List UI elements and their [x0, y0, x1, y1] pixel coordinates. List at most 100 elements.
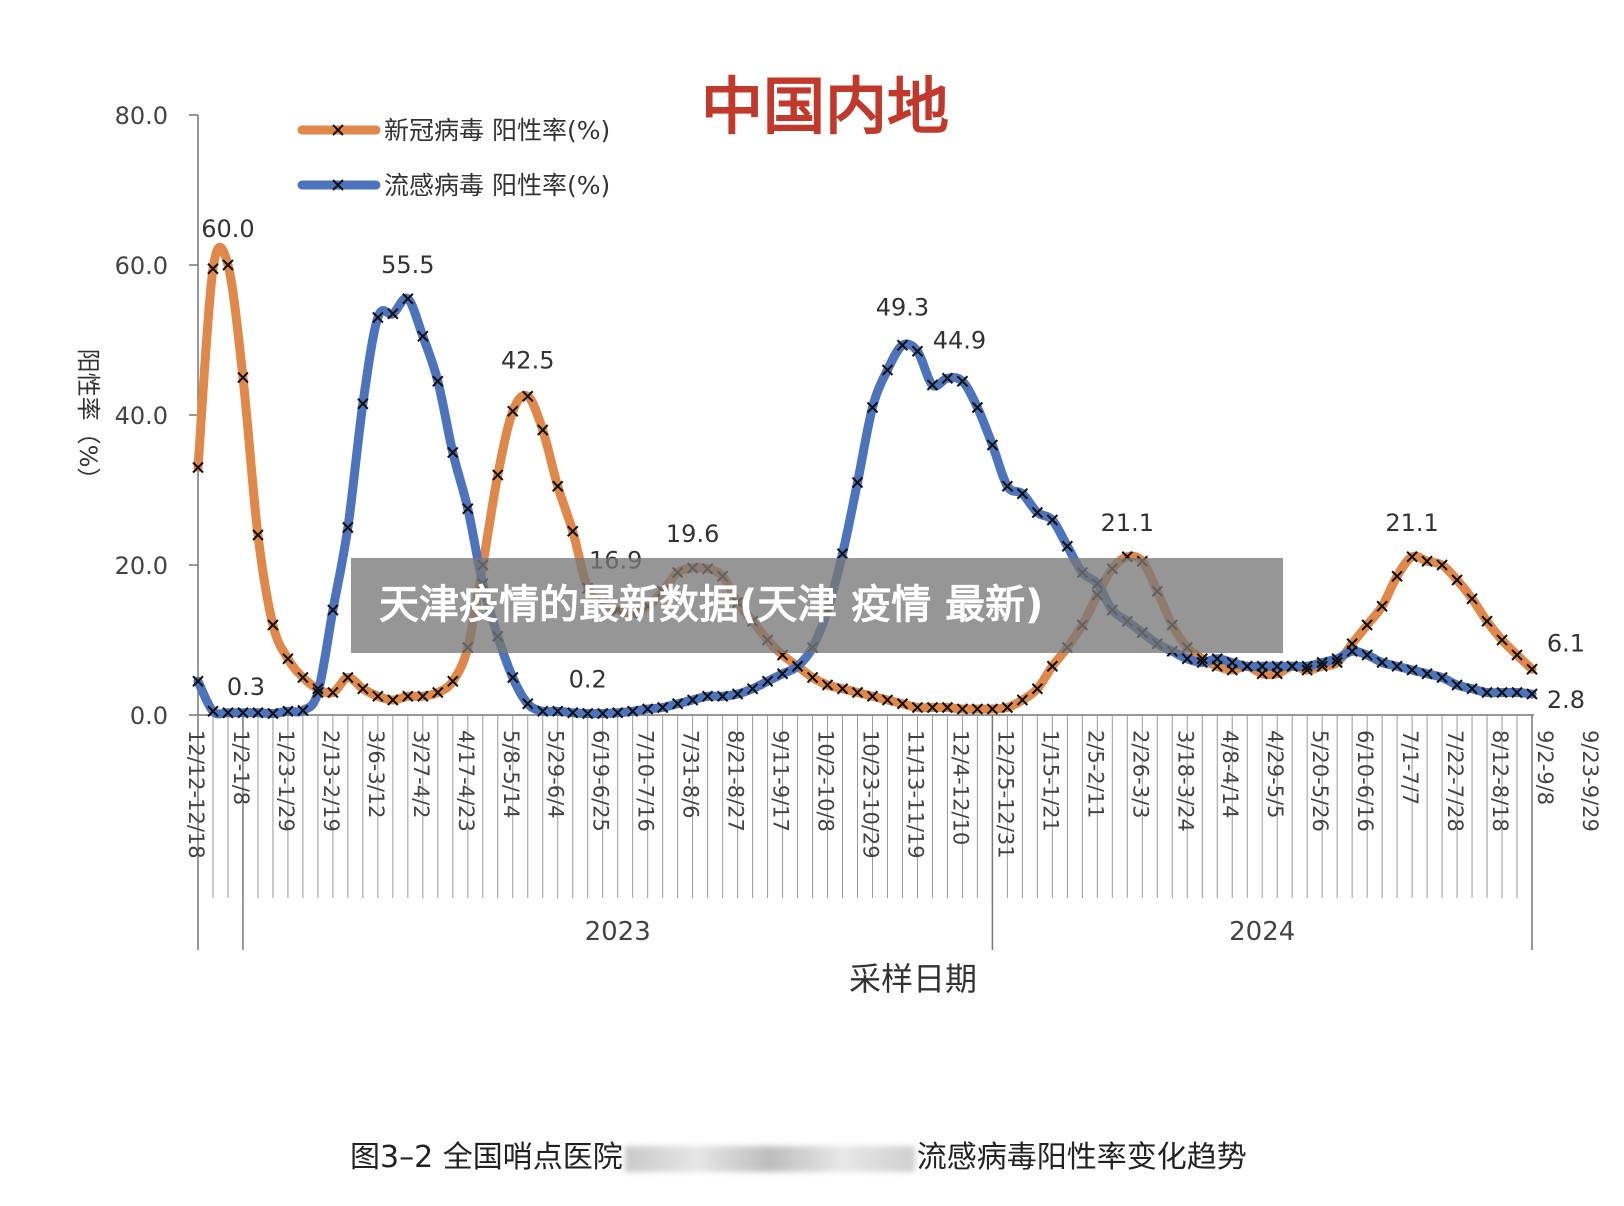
data-point-marker [252, 529, 264, 541]
data-label: 21.1 [1101, 509, 1154, 537]
data-point-marker [596, 707, 609, 720]
data-point-marker [1466, 683, 1478, 695]
y-tick-label: 80.0 [115, 102, 168, 130]
data-point-marker [282, 705, 294, 717]
data-point-marker [1451, 574, 1463, 586]
data-point-marker [1526, 663, 1538, 675]
data-point-marker [417, 330, 429, 342]
data-point-marker [1001, 701, 1014, 714]
data-point-marker [522, 698, 534, 710]
data-point-marker [1181, 653, 1193, 665]
data-point-marker [896, 698, 909, 710]
data-point-marker [986, 703, 999, 715]
data-point-marker [941, 372, 954, 384]
caption-suffix: 流感病毒阳性率变化趋势 [916, 1140, 1247, 1175]
data-label: 19.6 [666, 520, 719, 548]
data-point-marker [1391, 660, 1403, 672]
data-point-marker [866, 401, 879, 414]
data-point-marker [971, 703, 984, 715]
data-point-marker [207, 705, 219, 717]
data-point-marker [956, 703, 969, 715]
data-point-marker [342, 671, 354, 684]
data-point-marker [656, 701, 669, 714]
data-point-marker [776, 668, 789, 680]
data-point-marker [282, 653, 294, 665]
data-point-marker [357, 398, 369, 410]
data-point-marker [731, 688, 744, 700]
data-point-marker [1361, 619, 1373, 631]
x-tick-label: 4/8-4/14 [1218, 730, 1242, 819]
data-point-marker [267, 619, 279, 631]
x-tick-label: 11/13-11/19 [903, 730, 927, 859]
data-point-marker [447, 446, 459, 459]
data-point-marker [522, 390, 534, 402]
data-point-marker [1331, 656, 1343, 669]
data-point-marker [896, 339, 909, 351]
x-tick-label: 5/8-5/14 [499, 730, 523, 819]
x-axis-label: 采样日期 [849, 960, 977, 998]
x-tick-label: 8/12-8/18 [1488, 730, 1512, 832]
data-label: 6.1 [1547, 629, 1585, 657]
x-tick-label: 5/29-6/4 [544, 730, 568, 819]
data-point-marker [237, 707, 249, 719]
data-point-marker [1256, 660, 1268, 672]
data-point-marker [1436, 559, 1448, 571]
data-point-marker [1301, 664, 1313, 676]
data-point-marker [986, 439, 999, 451]
data-point-marker [881, 364, 894, 376]
x-tick-label: 12/12-12/18 [184, 730, 208, 859]
data-label: 44.9 [933, 326, 986, 354]
x-tick-label: 2/26-3/3 [1128, 730, 1152, 819]
x-tick-label: 7/10-7/16 [634, 730, 658, 832]
data-point-marker [716, 690, 729, 702]
x-tick-label: 9/2-9/8 [1533, 730, 1557, 805]
data-point-marker [462, 503, 474, 515]
data-point-marker [671, 698, 684, 710]
data-label: 60.0 [201, 215, 254, 243]
data-point-marker [1376, 600, 1388, 612]
x-tick-label: 7/31-8/6 [679, 730, 703, 819]
data-point-marker [836, 683, 849, 695]
data-point-marker [252, 707, 264, 719]
legend-label: 流感病毒 阳性率(%) [384, 171, 610, 200]
data-point-marker [851, 476, 864, 489]
x-tick-label: 1/23-1/29 [274, 730, 298, 832]
x-tick-label: 5/20-5/26 [1308, 730, 1332, 832]
data-point-marker [761, 675, 774, 687]
data-point-marker [1361, 649, 1373, 661]
data-point-marker [821, 679, 834, 691]
data-point-marker [297, 704, 309, 717]
y-tick-label: 60.0 [115, 252, 168, 280]
figure-caption: 图3–2 全国哨点医院 流感病毒阳性率变化趋势 [350, 1133, 1330, 1183]
y-tick-label: 0.0 [130, 702, 168, 730]
x-tick-label: 9/23-9/29 [1578, 730, 1602, 832]
data-point-marker [1421, 555, 1433, 567]
data-point-marker [507, 405, 519, 417]
caption-blurred-region [624, 1145, 915, 1172]
data-point-marker [342, 521, 354, 534]
data-point-marker [582, 707, 594, 720]
data-label: 21.1 [1385, 509, 1438, 537]
data-point-marker [1061, 540, 1074, 552]
data-point-marker [1421, 668, 1433, 680]
data-point-marker [1391, 570, 1403, 582]
data-point-marker [1376, 656, 1388, 669]
data-point-marker [686, 694, 699, 706]
data-point-marker [1406, 664, 1418, 676]
x-tick-label: 1/2-1/8 [229, 730, 253, 805]
data-point-marker [881, 694, 894, 706]
data-point-marker [192, 675, 204, 687]
data-point-marker [567, 525, 579, 537]
x-tick-label: 7/1-7/7 [1398, 730, 1422, 805]
data-point-marker [611, 707, 624, 719]
data-label: 0.2 [569, 666, 607, 694]
x-tick-label: 1/15-1/21 [1038, 730, 1062, 832]
data-point-marker [297, 671, 309, 684]
data-point-marker [1436, 671, 1448, 684]
x-tick-label: 8/21-8/27 [724, 730, 748, 832]
data-point-marker [1226, 656, 1238, 669]
chart-title: 中国内地 [701, 70, 949, 143]
x-tick-label: 7/22-7/28 [1443, 730, 1467, 832]
data-point-marker [267, 707, 279, 720]
data-point-marker [537, 424, 549, 436]
